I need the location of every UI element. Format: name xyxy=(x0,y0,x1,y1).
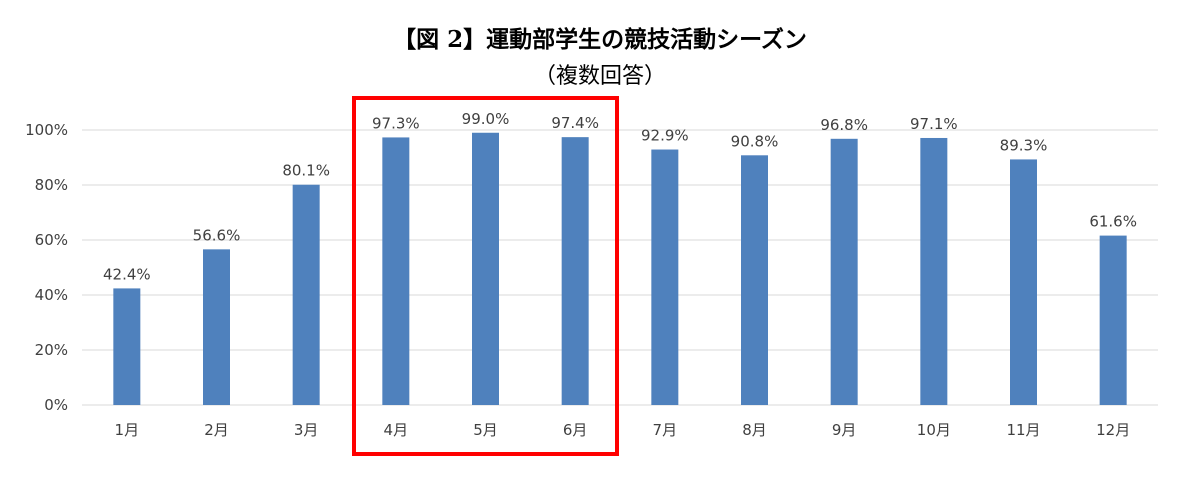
bar xyxy=(830,138,858,406)
data-label: 42.4% xyxy=(103,265,151,283)
y-tick-label: 60% xyxy=(35,231,68,249)
data-label: 99.0% xyxy=(462,110,510,128)
x-tick-label: 1月 xyxy=(115,421,140,439)
x-tick-label: 8月 xyxy=(742,421,767,439)
bar xyxy=(382,137,410,406)
data-label: 80.1% xyxy=(282,162,330,180)
x-tick-label: 7月 xyxy=(653,421,678,439)
y-tick-label: 100% xyxy=(25,121,68,139)
highlight-box xyxy=(352,96,619,456)
bar xyxy=(561,137,589,405)
bar xyxy=(113,288,141,405)
x-tick-label: 12月 xyxy=(1096,421,1130,439)
data-label: 92.9% xyxy=(641,127,689,145)
x-tick-label: 4月 xyxy=(384,421,409,439)
y-tick-label: 40% xyxy=(35,286,68,304)
data-label: 90.8% xyxy=(731,132,779,150)
data-label: 97.3% xyxy=(372,114,420,132)
bar xyxy=(292,184,320,405)
x-tick-label: 3月 xyxy=(294,421,319,439)
x-tick-label: 5月 xyxy=(473,421,498,439)
bar xyxy=(1099,235,1127,405)
bar xyxy=(472,132,499,405)
chart-subtitle: （複数回答） xyxy=(533,64,666,89)
chart-title: 【図 2】運動部学生の競技活動シーズン xyxy=(393,26,807,53)
bar xyxy=(920,137,948,405)
x-tick-label: 2月 xyxy=(204,421,229,439)
bar xyxy=(741,155,768,405)
x-tick-label: 11月 xyxy=(1006,421,1040,439)
y-tick-label: 80% xyxy=(35,176,68,194)
bar xyxy=(1010,159,1037,405)
data-label: 89.3% xyxy=(1000,136,1048,154)
data-label: 56.6% xyxy=(193,226,241,244)
x-tick-label: 6月 xyxy=(563,421,588,439)
y-tick-label: 0% xyxy=(44,396,68,414)
x-tick-label: 10月 xyxy=(917,421,951,439)
bar xyxy=(651,149,679,405)
x-tick-label: 9月 xyxy=(832,421,857,439)
data-label: 61.6% xyxy=(1089,213,1137,231)
bar xyxy=(203,249,230,405)
data-label: 97.1% xyxy=(910,115,958,133)
y-tick-label: 20% xyxy=(35,341,68,359)
data-label: 97.4% xyxy=(551,114,599,132)
data-label: 96.8% xyxy=(820,116,868,134)
